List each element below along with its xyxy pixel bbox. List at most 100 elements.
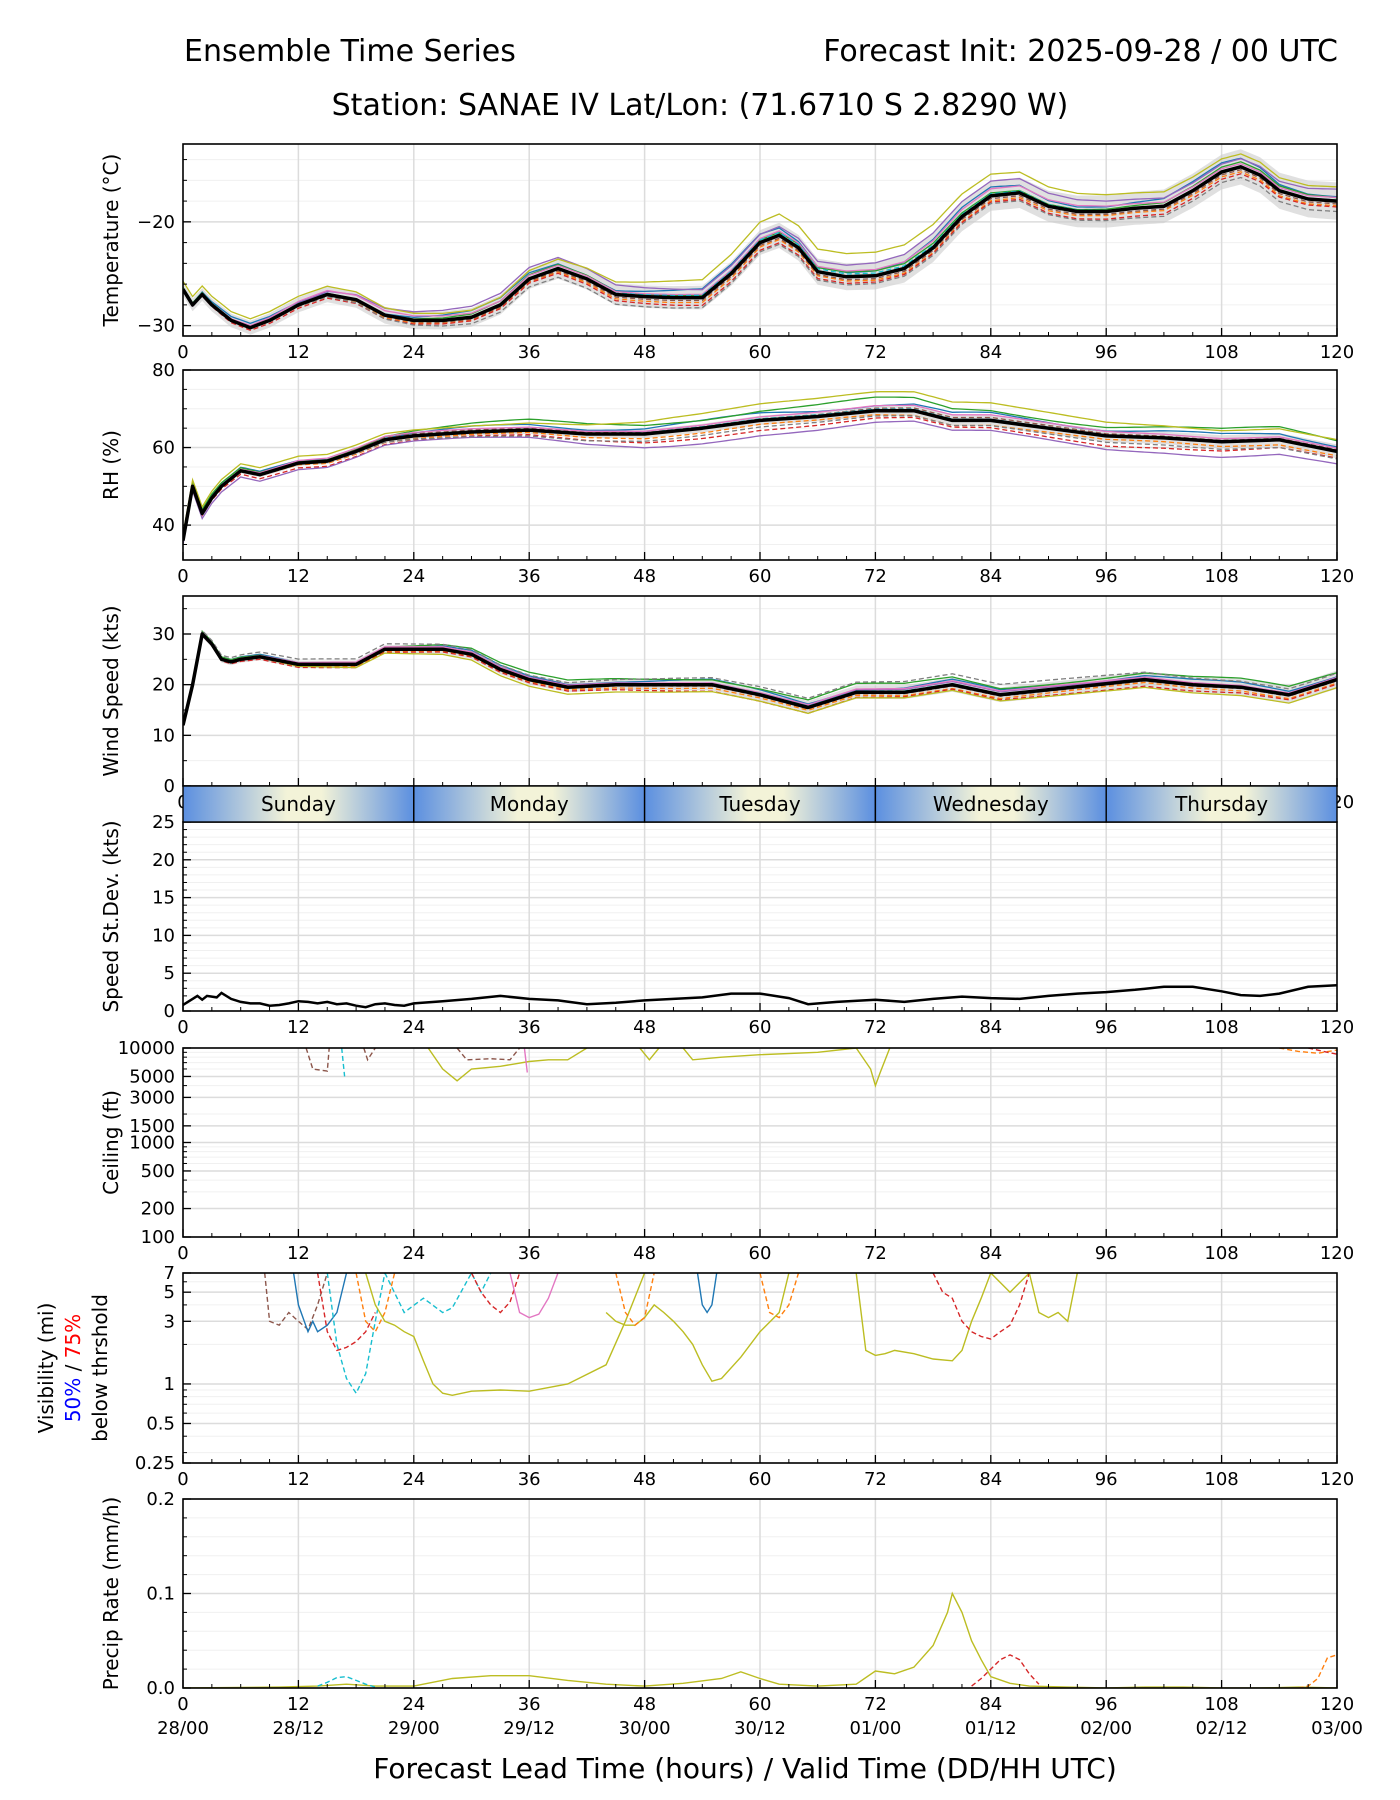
plot-area bbox=[264, 1273, 1078, 1397]
member-line bbox=[427, 1048, 588, 1082]
member-line bbox=[682, 1048, 891, 1088]
plot-area bbox=[305, 1048, 1337, 1088]
x-tick-label: 108 bbox=[1204, 566, 1238, 587]
day-label: Wednesday bbox=[933, 792, 1049, 816]
x-tick-label: 96 bbox=[1095, 342, 1118, 363]
member-line bbox=[759, 1273, 800, 1319]
member-line bbox=[470, 1273, 521, 1314]
x-tick-label: 72 bbox=[864, 1017, 887, 1038]
x-tick-label: 12 bbox=[287, 1694, 310, 1715]
member-line bbox=[971, 1654, 1040, 1687]
x-tick-label: 48 bbox=[633, 1469, 656, 1490]
valid-time-label: 28/12 bbox=[272, 1718, 324, 1739]
x-tick-label: 48 bbox=[633, 1694, 656, 1715]
x-tick-label: 120 bbox=[1320, 1469, 1354, 1490]
y-tick-label: 7 bbox=[164, 1263, 175, 1284]
x-tick-label: 108 bbox=[1204, 1469, 1238, 1490]
x-tick-label: 120 bbox=[1320, 1243, 1354, 1264]
valid-time-label: 03/00 bbox=[1311, 1718, 1363, 1739]
x-tick-label: 84 bbox=[979, 1243, 1002, 1264]
x-tick-label: 36 bbox=[518, 566, 541, 587]
x-tick-label: 36 bbox=[518, 342, 541, 363]
y-tick-label: 0.2 bbox=[146, 1489, 175, 1510]
y-tick-label: 20 bbox=[152, 675, 175, 696]
y-tick-label: 15 bbox=[152, 888, 175, 909]
x-tick-label: 36 bbox=[518, 1017, 541, 1038]
x-tick-label: 96 bbox=[1095, 1469, 1118, 1490]
y-axis-label: Temperature (°C) bbox=[99, 154, 123, 328]
valid-time-label: 29/12 bbox=[503, 1718, 555, 1739]
x-tick-label: 120 bbox=[1320, 1017, 1354, 1038]
member-line bbox=[183, 420, 1337, 545]
chart-title-left: Ensemble Time Series bbox=[184, 34, 516, 69]
x-tick-label: 0 bbox=[177, 1694, 188, 1715]
panel-temperature: −20 −300 12 24 36 48 60 72 84 96 108 120 Temperature… bbox=[99, 143, 1354, 363]
day-label: Monday bbox=[490, 792, 569, 816]
y-axis-label-thresholds: 50% / 75% bbox=[61, 1314, 85, 1422]
ensemble-mean-line bbox=[183, 632, 1337, 726]
y-tick-label: 0.1 bbox=[146, 1584, 175, 1605]
valid-time-label: 28/00 bbox=[157, 1718, 209, 1739]
y-axis-label: Wind Speed (kts) bbox=[99, 605, 123, 776]
member-line bbox=[316, 1273, 376, 1352]
day-cell bbox=[643, 785, 877, 823]
x-tick-label: 36 bbox=[518, 1694, 541, 1715]
x-tick-label: 84 bbox=[979, 1469, 1002, 1490]
y-axis-label: Speed St.Dev. (kts) bbox=[99, 820, 123, 1012]
x-tick-label: 60 bbox=[749, 1694, 772, 1715]
y-tick-label: 40 bbox=[152, 515, 175, 536]
x-tick-label: 60 bbox=[749, 1469, 772, 1490]
y-tick-label: 0.25 bbox=[135, 1453, 175, 1474]
x-tick-label: 96 bbox=[1095, 1694, 1118, 1715]
plot-area bbox=[183, 984, 1337, 1009]
y-tick-label: 1500 bbox=[129, 1116, 175, 1137]
day-cell bbox=[1105, 785, 1338, 823]
member-line bbox=[341, 1048, 346, 1077]
x-tick-label: 12 bbox=[287, 566, 310, 587]
x-tick-label: 60 bbox=[749, 342, 772, 363]
x-tick-label: 0 bbox=[177, 1469, 188, 1490]
y-tick-label: 5 bbox=[164, 963, 175, 984]
y-axis-label-below: below thrshold bbox=[88, 1294, 112, 1442]
y-axis-label: Ceiling (ft) bbox=[99, 1090, 123, 1195]
y-tick-label: 3000 bbox=[129, 1087, 175, 1108]
x-tick-label: 12 bbox=[287, 1469, 310, 1490]
member-line bbox=[1028, 1273, 1078, 1323]
member-line bbox=[183, 404, 1337, 541]
member-line bbox=[183, 153, 1337, 320]
plot-area bbox=[183, 629, 1337, 729]
y-tick-label: 80 bbox=[152, 360, 175, 381]
member-line bbox=[183, 391, 1337, 535]
y-tick-label: 0.5 bbox=[146, 1413, 175, 1434]
day-label: Thursday bbox=[1174, 792, 1268, 816]
y-tick-label: 20 bbox=[152, 850, 175, 871]
member-line bbox=[183, 415, 1337, 541]
x-tick-label: 84 bbox=[979, 1017, 1002, 1038]
x-axis-label: Forecast Lead Time (hours) / Valid Time … bbox=[373, 1752, 1117, 1785]
member-line bbox=[355, 1273, 396, 1333]
plot-area bbox=[183, 149, 1337, 335]
x-tick-label: 36 bbox=[518, 1469, 541, 1490]
y-tick-label: 0.0 bbox=[146, 1678, 175, 1699]
x-tick-label: 120 bbox=[1320, 1694, 1354, 1715]
x-tick-label: 60 bbox=[749, 1017, 772, 1038]
y-axis-label: Visibility (mi) bbox=[34, 1303, 58, 1434]
x-tick-label: 60 bbox=[749, 566, 772, 587]
member-line bbox=[305, 1048, 330, 1072]
member-line bbox=[183, 171, 1337, 330]
y-tick-label: −30 bbox=[137, 316, 175, 337]
member-line bbox=[365, 1273, 646, 1397]
plot-area bbox=[183, 391, 1337, 545]
y-tick-label: 1000 bbox=[129, 1133, 175, 1154]
member-line bbox=[183, 632, 1337, 726]
member-line bbox=[523, 1048, 528, 1073]
valid-time-label: 30/12 bbox=[734, 1718, 786, 1739]
day-band: Sunday Monday Tuesday Wednesday Thursday bbox=[182, 785, 1338, 823]
member-line bbox=[183, 158, 1337, 329]
panel-precip: 0.2 0.1 0.00 12 24 36 48 60 72 84 96 108 120 Precip R… bbox=[99, 1489, 1354, 1715]
member-line bbox=[615, 1273, 655, 1327]
member-line bbox=[183, 163, 1337, 327]
x-tick-label: 24 bbox=[402, 342, 425, 363]
member-line bbox=[264, 1273, 328, 1331]
